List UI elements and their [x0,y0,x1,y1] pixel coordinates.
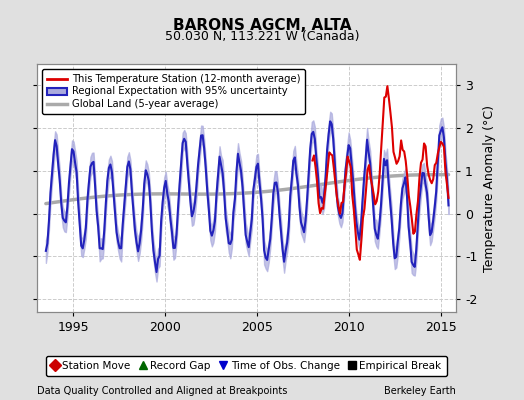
Legend: Station Move, Record Gap, Time of Obs. Change, Empirical Break: Station Move, Record Gap, Time of Obs. C… [46,356,447,376]
Text: Berkeley Earth: Berkeley Earth [384,386,456,396]
Text: Data Quality Controlled and Aligned at Breakpoints: Data Quality Controlled and Aligned at B… [37,386,287,396]
Y-axis label: Temperature Anomaly (°C): Temperature Anomaly (°C) [483,104,496,272]
Text: BARONS AGCM, ALTA: BARONS AGCM, ALTA [173,18,351,33]
Text: 50.030 N, 113.221 W (Canada): 50.030 N, 113.221 W (Canada) [165,30,359,43]
